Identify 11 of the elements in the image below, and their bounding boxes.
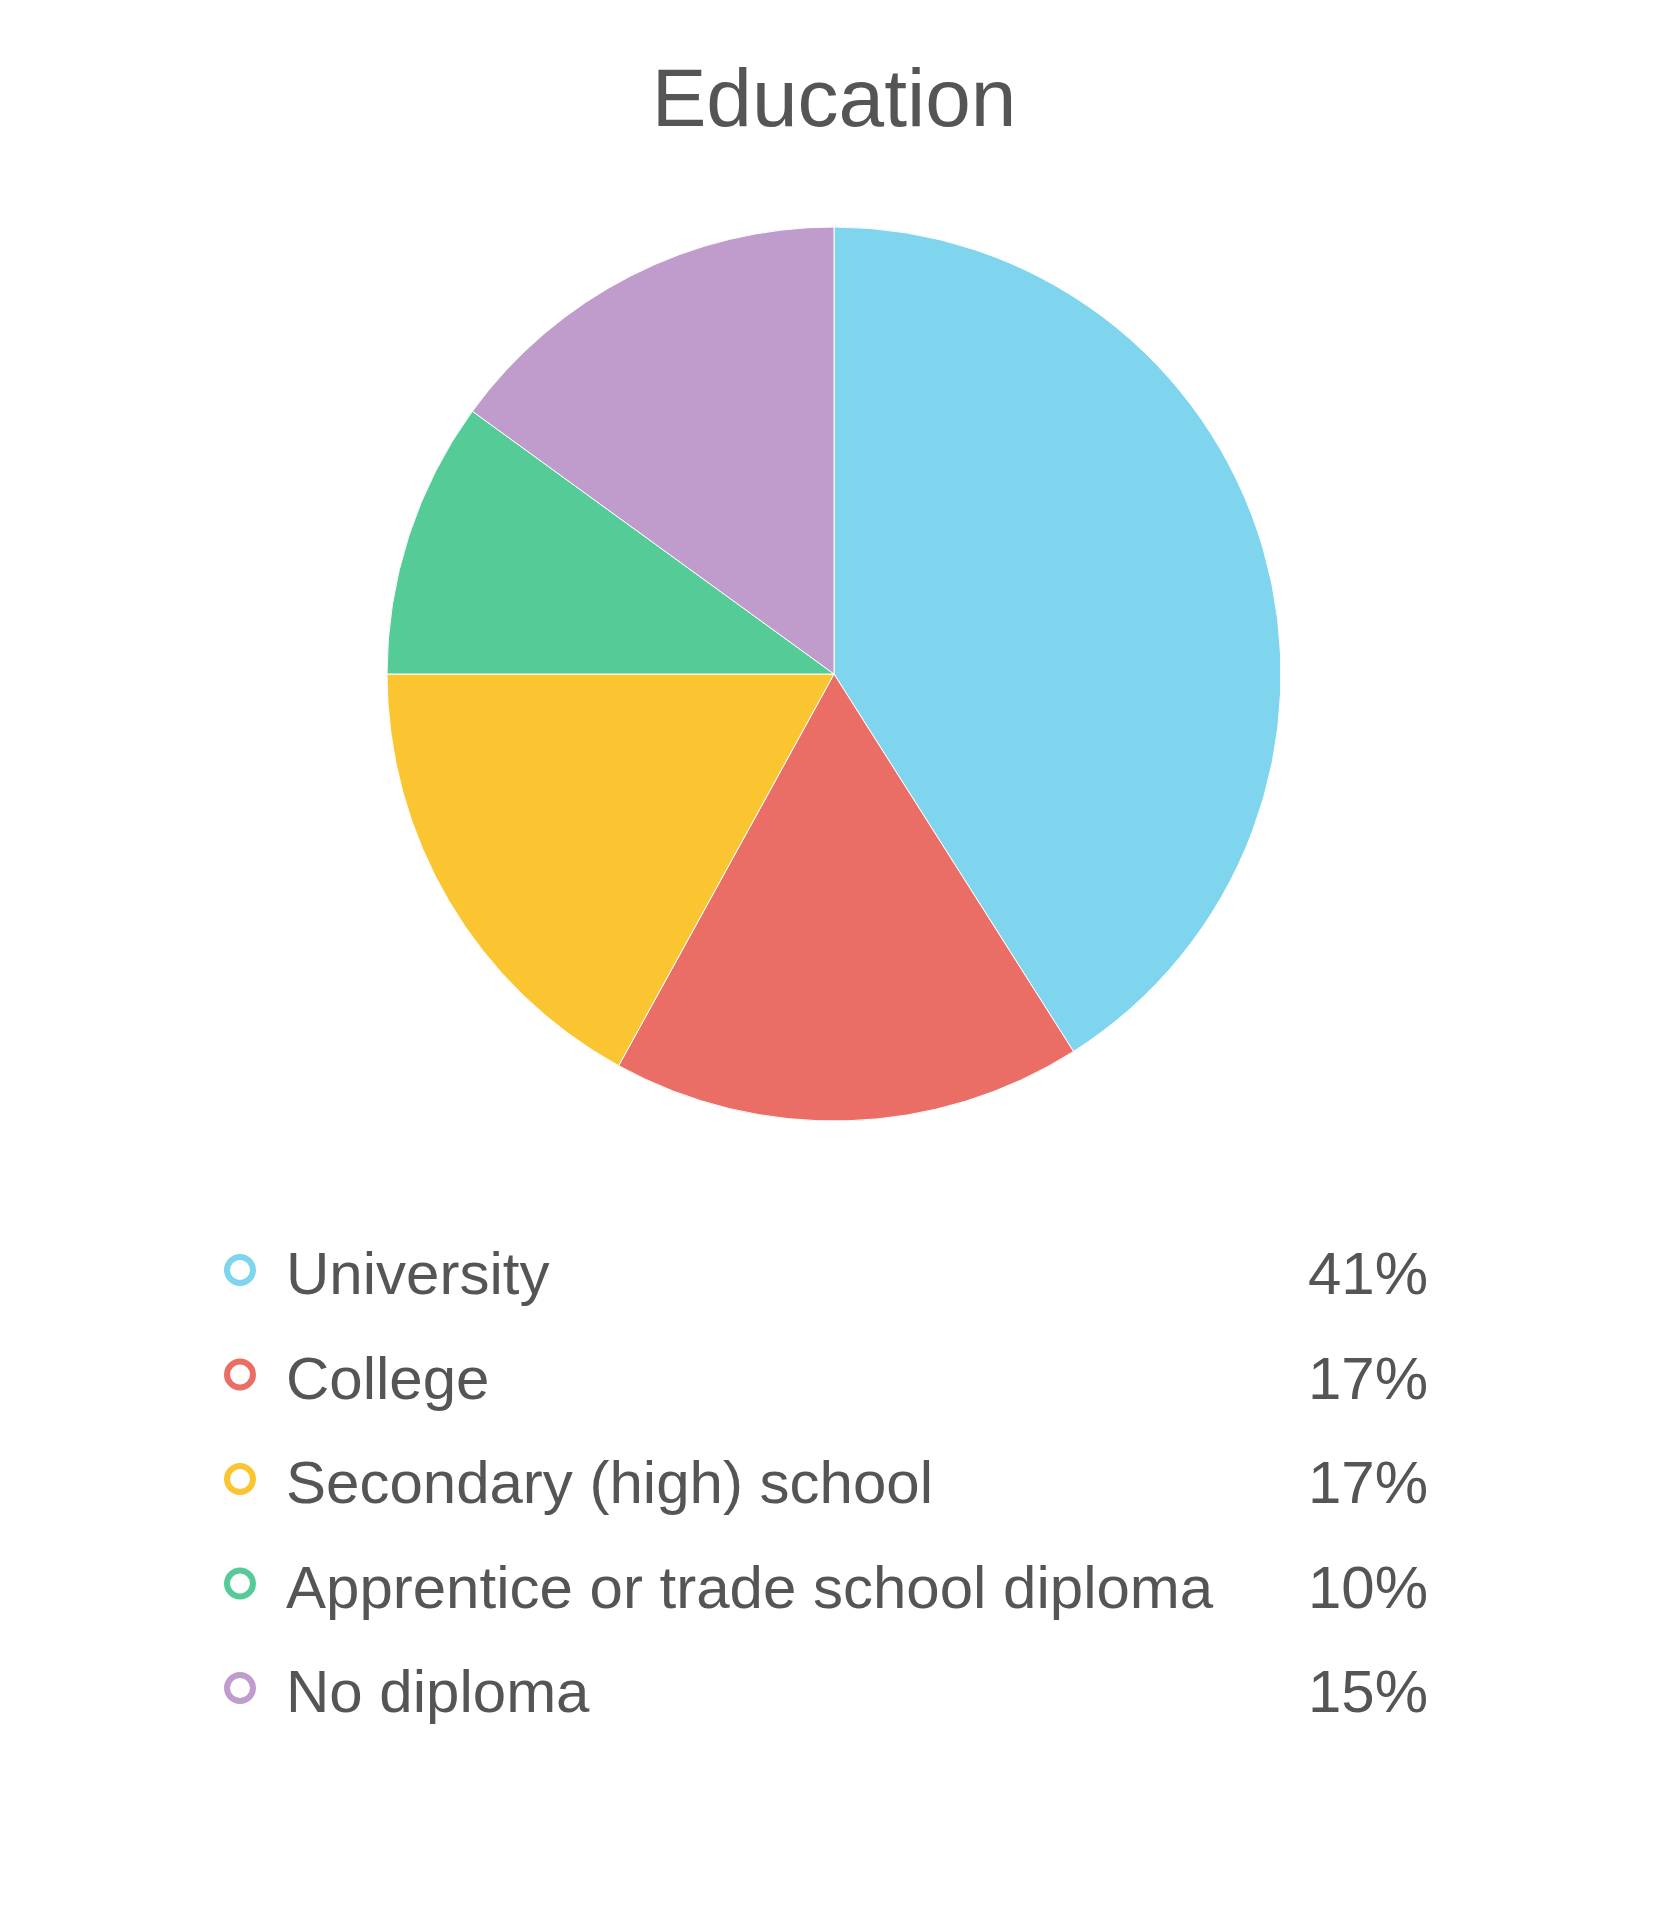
legend-label: No diploma bbox=[286, 1658, 591, 1725]
legend-label: University bbox=[286, 1240, 550, 1307]
legend-label: Apprentice or trade school diploma bbox=[286, 1553, 1214, 1621]
legend-label: College bbox=[286, 1344, 490, 1412]
data-label: 15% bbox=[1307, 1658, 1428, 1725]
data-label: 17% bbox=[1307, 1449, 1428, 1516]
data-label: 41% bbox=[1307, 1240, 1428, 1307]
data-label: 17% bbox=[1307, 1344, 1428, 1412]
data-label: 10% bbox=[1307, 1553, 1428, 1621]
legend-label: Secondary (high) school bbox=[286, 1449, 934, 1516]
chart-title: Education bbox=[651, 52, 1017, 143]
